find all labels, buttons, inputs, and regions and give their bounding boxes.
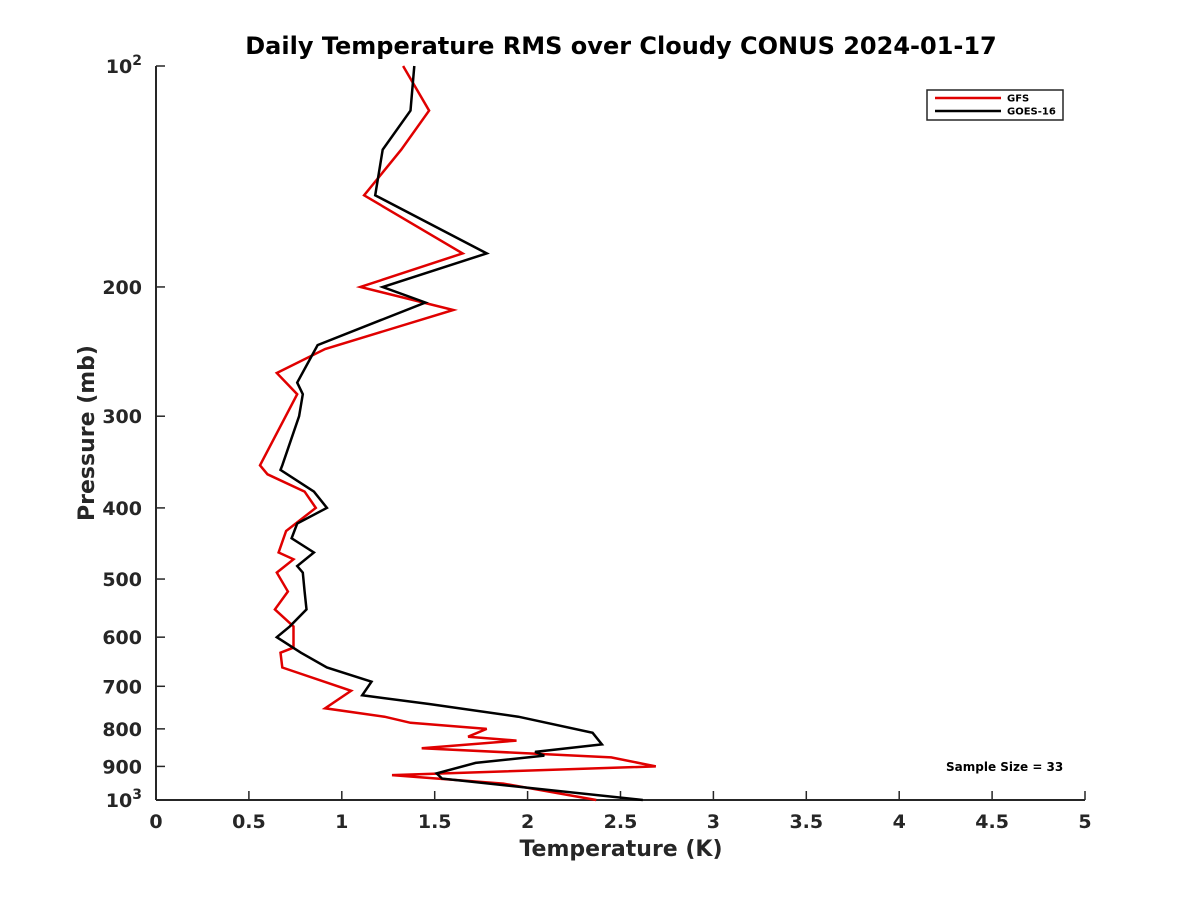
sample-size-annotation: Sample Size = 33 [946,760,1063,774]
series-gfs [258,65,657,802]
x-tick-label: 1 [335,811,348,833]
y-tick-label: 700 [102,676,142,698]
x-tick-label: 3 [707,811,720,833]
y-tick-label: 200 [102,277,142,299]
y-tick-label: 400 [102,498,142,520]
chart-title: Daily Temperature RMS over Cloudy CONUS … [245,32,997,60]
y-tick-label-exponent: 2 [132,53,142,69]
y-tick-label: 300 [102,406,142,428]
legend-box [926,89,1064,121]
x-tick-label: 1.5 [418,811,452,833]
y-tick-label-exponent: 3 [132,787,142,803]
y-tick-label: 103 [106,787,142,812]
x-tick-label: 0.5 [232,811,266,833]
x-tick-label: 5 [1078,811,1091,833]
series-goes-16 [274,65,643,802]
y-tick-label: 102 [106,53,142,78]
y-tick-label: 600 [102,627,142,649]
x-tick-label: 2 [521,811,534,833]
data-series [258,65,657,802]
x-axis-label: Temperature (K) [519,837,722,862]
x-tick-label: 0 [149,811,162,833]
y-tick-label: 900 [102,756,142,778]
y-tick-label-base: 10 [106,790,132,812]
y-tick-label: 800 [102,719,142,741]
legend-label-gfs: GFS [1007,94,1029,105]
x-tick-label: 4.5 [975,811,1009,833]
legend-label-goes-16: GOES-16 [1007,107,1056,118]
x-tick-label: 2.5 [604,811,638,833]
series-line-goes-16 [274,65,643,802]
legend: GFS GOES-16 [926,89,1064,121]
x-axis-ticks: 0 0.5 1 1.5 2 2.5 3 3.5 4 4.5 5 [149,791,1092,833]
y-tick-label-base: 10 [106,56,132,78]
series-line-gfs [258,65,657,802]
y-tick-label: 500 [102,569,142,591]
y-axis-label: Pressure (mb) [75,345,100,521]
x-tick-label: 3.5 [789,811,823,833]
x-tick-label: 4 [893,811,906,833]
